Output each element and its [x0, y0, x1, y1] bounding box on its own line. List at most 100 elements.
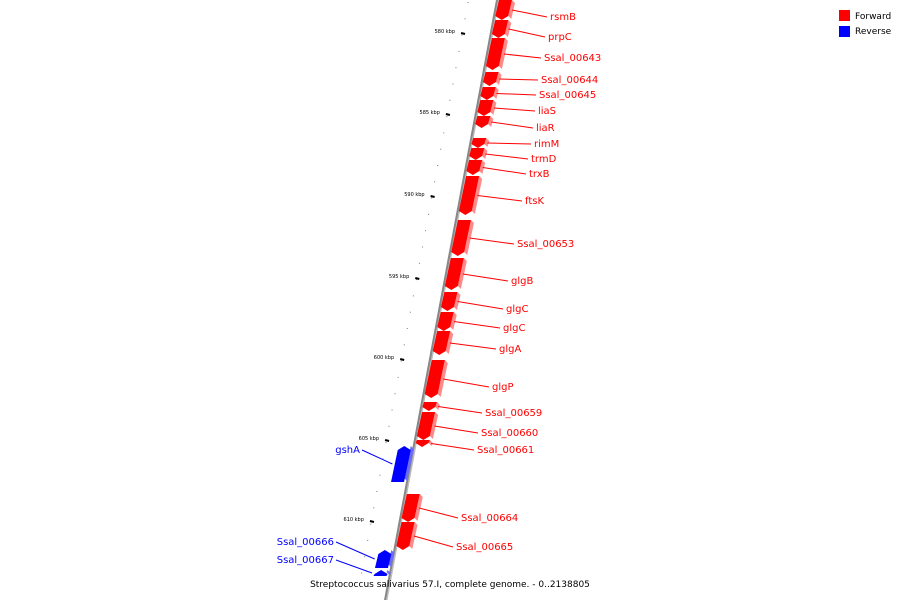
gene-label-ssal_00664[interactable]: Ssal_00664	[461, 513, 518, 524]
minor-tick	[415, 279, 417, 281]
gene-prpc-arrow[interactable]	[491, 20, 512, 38]
gene-glgb-arrow[interactable]	[444, 258, 467, 290]
gene-label-liar[interactable]: liaR	[536, 123, 555, 134]
gene-label-ftsk[interactable]: ftsK	[525, 196, 544, 207]
minor-tick	[428, 213, 430, 215]
major-tick-mark	[445, 113, 451, 116]
gene-label-ssal_00667[interactable]: Ssal_00667	[277, 555, 334, 566]
gene-arrow-side	[428, 440, 433, 446]
gene-arrow-body	[440, 292, 458, 311]
gene-label-prpc[interactable]: prpC	[548, 32, 572, 43]
gene-label-trxb[interactable]: trxB	[529, 169, 550, 180]
gene-ssal_00653-arrow[interactable]	[451, 220, 474, 256]
gene-label-ssal_00653[interactable]: Ssal_00653	[517, 239, 574, 250]
gene-label-rsmb[interactable]: rsmB	[550, 12, 576, 23]
minor-tick	[400, 360, 402, 362]
gene-label-glgc[interactable]: glgC	[506, 304, 528, 315]
minor-tick	[376, 491, 378, 492]
gene-ssal_00660-arrow[interactable]	[416, 412, 439, 440]
gene-ssal_00667-arrow[interactable]	[373, 570, 391, 576]
gene-label-lias[interactable]: liaS	[538, 106, 556, 117]
gene-arrow-body	[469, 148, 485, 160]
gene-ssal_00661-arrow[interactable]	[415, 440, 433, 447]
gene-leader-line	[499, 78, 539, 81]
gene-leader-line	[477, 195, 523, 202]
gene-rimm-arrow[interactable]	[471, 138, 490, 148]
gene-ftsk-arrow[interactable]	[458, 176, 483, 215]
gene-ssal_00664-arrow[interactable]	[401, 494, 423, 522]
minor-tick	[464, 18, 466, 20]
gene-arrow-side	[488, 116, 494, 127]
minor-tick	[467, 2, 469, 3]
gene-label-ssal_00645[interactable]: Ssal_00645	[539, 90, 596, 101]
gene-leader-line	[469, 237, 515, 245]
gene-label-glga[interactable]: glgA	[499, 344, 521, 355]
gene-glgc-arrow[interactable]	[440, 292, 461, 311]
gene-liar-arrow[interactable]	[475, 116, 494, 128]
major-tick-label: 600 kbp	[374, 355, 394, 361]
backbone-shadow	[385, 0, 500, 600]
major-tick-label: 595 kbp	[389, 274, 409, 280]
gene-arrow-body	[485, 38, 505, 70]
gene-rsmb-arrow[interactable]	[495, 0, 515, 20]
gene-arrow-body	[466, 160, 483, 175]
gene-glga-arrow[interactable]	[432, 331, 454, 355]
gene-arrow-body	[480, 87, 496, 100]
gene-label-ssal_00644[interactable]: Ssal_00644	[541, 75, 598, 86]
gene-arrow-body	[495, 0, 512, 20]
gene-trmd-arrow[interactable]	[469, 148, 488, 160]
gene-label-ssal_00661[interactable]: Ssal_00661	[477, 445, 534, 456]
gene-label-ssal_00665[interactable]: Ssal_00665	[456, 542, 513, 553]
gene-leader-line	[361, 449, 393, 465]
gene-leader-line	[503, 53, 542, 59]
gene-label-ssal_00659[interactable]: Ssal_00659	[485, 408, 542, 419]
gene-lias-arrow[interactable]	[477, 100, 497, 116]
gene-label-rimm[interactable]: rimM	[534, 139, 559, 150]
gene-glgp-arrow[interactable]	[424, 360, 448, 398]
gene-ssal_00665-arrow[interactable]	[396, 522, 418, 550]
gene-leader-line	[419, 507, 459, 519]
gene-label-ssal_00643[interactable]: Ssal_00643	[544, 53, 601, 64]
gene-label-glgc[interactable]: glgC	[503, 323, 525, 334]
minor-tick	[367, 539, 369, 541]
gene-arrow-body	[373, 570, 388, 576]
gene-label-ssal_00666[interactable]: Ssal_00666	[277, 537, 334, 548]
gene-ssal_00666-arrow[interactable]	[374, 550, 395, 568]
gene-leader-line	[431, 443, 475, 451]
gene-ssal_00645-arrow[interactable]	[480, 87, 499, 100]
major-tick-mark	[460, 32, 466, 35]
gene-ssal_00659-arrow[interactable]	[422, 402, 440, 411]
gene-arrow-side	[414, 494, 423, 521]
gene-label-ssal_00660[interactable]: Ssal_00660	[481, 428, 538, 439]
gene-ssal_00643-arrow[interactable]	[485, 38, 508, 70]
gene-arrow-side	[493, 87, 499, 99]
gene-trxb-arrow[interactable]	[466, 160, 486, 175]
gene-ssal_00644-arrow[interactable]	[482, 72, 502, 86]
gene-leader-line	[485, 153, 529, 160]
major-tick-label: 605 kbp	[359, 436, 379, 442]
gene-arrow-side	[437, 360, 448, 397]
gene-arrow-body	[482, 72, 499, 86]
gene-label-glgp[interactable]: glgP	[492, 382, 514, 393]
gene-arrow-side	[482, 148, 488, 159]
gene-gsha-arrow[interactable]	[391, 446, 414, 482]
gene-leader-line	[335, 541, 375, 560]
minor-tick	[391, 409, 393, 411]
gene-label-glgb[interactable]: glgB	[511, 276, 533, 287]
major-tick-mark	[384, 439, 390, 442]
gene-arrow-side	[404, 446, 414, 481]
gene-arrow-body	[451, 220, 471, 256]
gene-label-trmd[interactable]: trmD	[531, 154, 557, 165]
gene-arrow-body	[471, 138, 487, 148]
gene-leader-line	[512, 9, 548, 18]
gene-arrow-side	[495, 72, 502, 85]
gene-arrow-body	[401, 494, 420, 522]
gene-arrow-body	[415, 440, 430, 447]
gene-label-gsha[interactable]: gshA	[335, 445, 360, 456]
gene-glgc-arrow[interactable]	[437, 312, 457, 331]
minor-tick	[406, 328, 408, 329]
legend: Forward Reverse	[839, 10, 892, 37]
minor-tick	[373, 507, 375, 509]
minor-tick	[440, 148, 442, 150]
